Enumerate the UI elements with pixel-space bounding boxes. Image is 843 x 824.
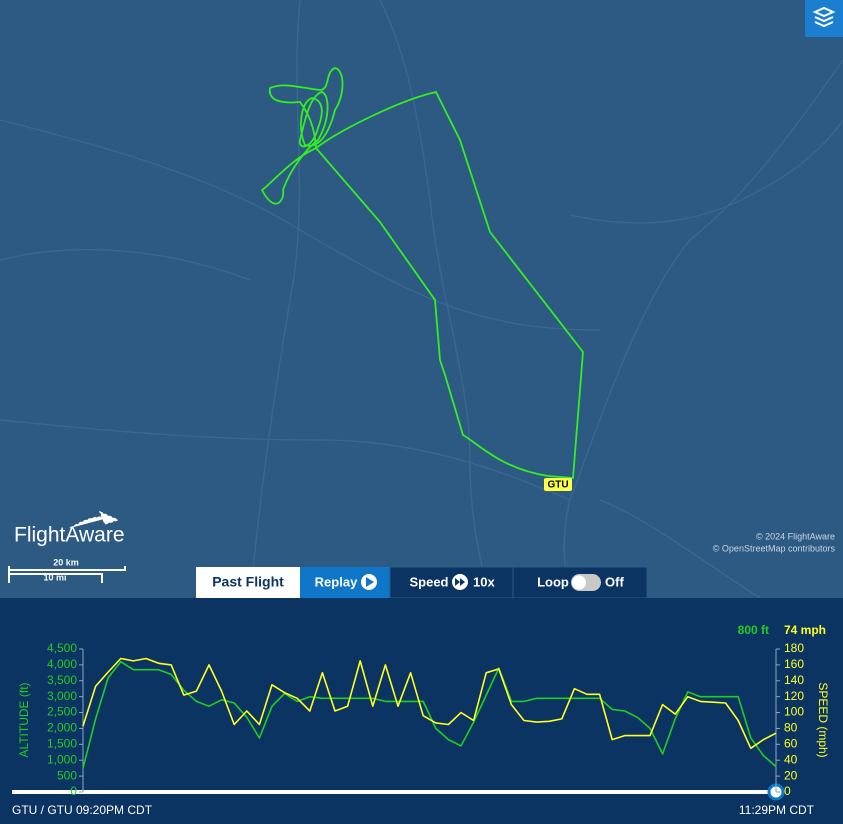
tick-label: 100: [784, 705, 804, 719]
scale-mi: 10 mi: [43, 572, 66, 582]
tick-label: 1,000: [47, 752, 77, 766]
tick-label: 500: [57, 768, 77, 782]
tick-label: 2,000: [47, 721, 77, 735]
y2-axis-label: SPEED (mph): [816, 682, 830, 757]
map-roads: [0, 0, 843, 599]
speed-label: Speed: [409, 574, 448, 589]
past-flight-tab[interactable]: [196, 567, 300, 598]
replay-icon-arrow: [366, 577, 374, 587]
tick-label: 0: [784, 784, 791, 798]
tick-label: 2,500: [47, 705, 77, 719]
end-label: 11:29PM CDT: [739, 803, 815, 817]
tick-label: 3,500: [47, 673, 77, 687]
speed-readout: 74 mph: [784, 623, 826, 637]
copyright: © 2024 FlightAware: [756, 531, 835, 541]
airport-label-bg: [544, 478, 572, 491]
tick-label: 3,000: [47, 689, 77, 703]
tick-label: 0: [70, 784, 77, 798]
start-label: GTU / GTU 09:20PM CDT: [12, 803, 153, 817]
tick-label: 40: [784, 752, 798, 766]
osm-credit: © OpenStreetMap contributors: [713, 543, 836, 553]
altitude-readout: 800 ft: [738, 623, 769, 637]
past-flight-label: Past Flight: [212, 574, 284, 590]
speed-value: 10x: [473, 574, 495, 589]
flight-track: [260, 67, 584, 479]
tick-label: 20: [784, 768, 798, 782]
scale-km: 20 km: [53, 557, 79, 567]
airport-label: GTU: [547, 480, 568, 491]
replay-label: Replay: [315, 574, 358, 589]
tick-label: 80: [784, 721, 798, 735]
tick-label: 160: [784, 657, 804, 671]
tick-label: 180: [784, 641, 804, 655]
tick-label: 120: [784, 689, 804, 703]
series-line: [82, 660, 777, 769]
loop-label: Loop: [537, 574, 569, 589]
speed-icon-arrows: [455, 578, 465, 586]
layers-icon: [812, 6, 836, 28]
map-background: [0, 0, 843, 598]
series-line: [82, 657, 777, 750]
tick-label: 4,000: [47, 657, 77, 671]
loop-toggle-knob: [572, 575, 586, 590]
tick-label: 60: [784, 737, 798, 751]
tick-label: 140: [784, 673, 804, 687]
tick-label: 1,500: [47, 737, 77, 751]
logo-plane: [69, 510, 120, 529]
speed-button[interactable]: [389, 566, 514, 599]
y-axis-label: ALTITUDE (ft): [17, 682, 31, 757]
layers-button[interactable]: [805, 0, 843, 37]
scale-bar: [8, 566, 126, 583]
flightaware-logo: FlightAware: [14, 524, 125, 547]
loop-value: Off: [605, 574, 624, 589]
tick-label: 4,500: [47, 641, 77, 655]
